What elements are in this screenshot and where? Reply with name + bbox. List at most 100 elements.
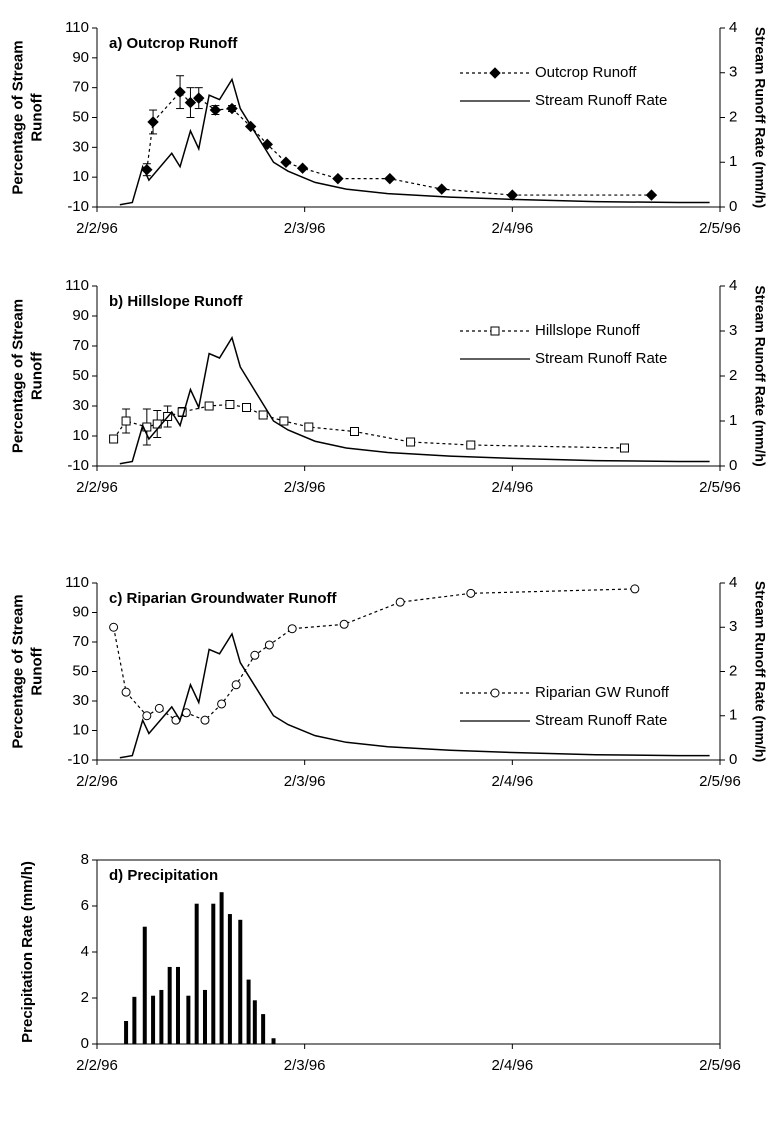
marker: [630, 584, 640, 594]
bar: [124, 1021, 129, 1044]
marker: [279, 416, 289, 426]
y-tick-label: 70: [72, 79, 89, 96]
marker: [193, 92, 205, 104]
y-axis-label: Runoff: [28, 92, 45, 141]
y2-tick-label: 2: [729, 367, 737, 384]
series-line: [119, 632, 710, 759]
y-tick-label: 30: [72, 397, 89, 414]
y2-axis-label: Stream Runoff Rate (mm/h): [752, 27, 768, 208]
y-tick-label: 0: [81, 1035, 89, 1052]
y-tick-label: 110: [65, 574, 89, 591]
y2-tick-label: 2: [729, 662, 737, 679]
y2-tick-label: 4: [729, 277, 737, 294]
marker: [204, 401, 214, 411]
marker: [466, 588, 476, 598]
marker: [121, 416, 131, 426]
marker: [490, 688, 500, 698]
x-tick-label: 2/2/96: [76, 479, 118, 496]
marker: [264, 640, 274, 650]
x-tick-label: 2/5/96: [699, 220, 741, 237]
bar: [252, 1000, 257, 1044]
panel-title: c) Riparian Groundwater Runoff: [109, 590, 338, 607]
y2-tick-label: 0: [729, 457, 737, 474]
y-axis-label: Percentage of Stream: [9, 299, 26, 453]
y-tick-label: -10: [67, 751, 89, 768]
y2-tick-label: 3: [729, 618, 737, 635]
y-tick-label: 10: [72, 427, 89, 444]
marker: [406, 437, 416, 447]
marker: [142, 711, 152, 721]
y-axis-label: Percentage of Stream: [9, 40, 26, 194]
marker: [174, 86, 186, 98]
marker: [395, 597, 405, 607]
y-axis-label: Runoff: [28, 351, 45, 400]
x-tick-label: 2/5/96: [699, 773, 741, 790]
legend-label: Riparian GW Runoff: [535, 684, 670, 701]
x-tick-label: 2/2/96: [76, 1057, 118, 1074]
y-tick-label: 90: [72, 603, 89, 620]
legend-label: Stream Runoff Rate: [535, 350, 667, 367]
y2-tick-label: 4: [729, 19, 737, 36]
y-tick-label: 90: [72, 307, 89, 324]
marker: [645, 189, 658, 201]
y2-tick-label: 1: [729, 707, 737, 724]
x-tick-label: 2/3/96: [284, 1057, 326, 1074]
marker: [436, 183, 448, 195]
marker: [242, 403, 252, 412]
panel-title: b) Hillslope Runoff: [109, 293, 243, 310]
marker: [332, 172, 344, 185]
y-tick-label: 10: [72, 168, 89, 185]
marker: [231, 680, 241, 690]
marker: [466, 440, 476, 450]
bar: [186, 995, 191, 1044]
marker: [339, 619, 349, 629]
y2-tick-label: 3: [729, 322, 737, 339]
x-tick-label: 2/3/96: [284, 479, 326, 496]
y-tick-label: 70: [72, 337, 89, 354]
bar: [202, 989, 207, 1044]
bar: [167, 966, 172, 1044]
bar: [175, 966, 180, 1044]
y-tick-label: -10: [67, 457, 89, 474]
marker: [490, 326, 500, 336]
marker: [287, 624, 297, 634]
y2-tick-label: 0: [729, 198, 737, 215]
y-tick-label: 50: [72, 367, 89, 384]
y2-tick-label: 0: [729, 751, 737, 768]
x-tick-label: 2/3/96: [284, 220, 326, 237]
y-tick-label: 110: [65, 277, 89, 294]
bar: [132, 996, 137, 1044]
y-tick-label: 110: [65, 19, 89, 36]
legend-label: Stream Runoff Rate: [535, 712, 667, 729]
marker: [109, 434, 119, 444]
marker: [121, 687, 131, 697]
bar: [211, 903, 216, 1044]
marker: [384, 172, 396, 185]
y-tick-label: 30: [72, 138, 89, 155]
x-tick-label: 2/4/96: [491, 773, 533, 790]
panel-title: a) Outcrop Runoff: [109, 35, 238, 52]
marker: [109, 622, 119, 632]
marker: [304, 422, 314, 432]
marker: [209, 104, 222, 116]
x-tick-label: 2/4/96: [491, 479, 533, 496]
series-line: [119, 335, 710, 465]
marker: [154, 703, 164, 713]
y-tick-label: 10: [72, 721, 89, 738]
y2-axis-label: Stream Runoff Rate (mm/h): [752, 285, 768, 466]
bar: [194, 903, 199, 1044]
marker: [619, 443, 629, 453]
y-tick-label: 2: [81, 989, 89, 1006]
bar: [227, 914, 232, 1044]
y-tick-label: 8: [81, 851, 89, 868]
y-tick-label: 70: [72, 633, 89, 650]
panel-title: d) Precipitation: [109, 867, 218, 884]
y2-tick-label: 3: [729, 64, 737, 81]
y-tick-label: 50: [72, 108, 89, 125]
marker: [250, 650, 260, 660]
y2-tick-label: 2: [729, 108, 737, 125]
y-axis-label: Precipitation Rate (mm/h): [19, 861, 36, 1043]
marker: [258, 410, 268, 420]
y-tick-label: 4: [81, 943, 89, 960]
x-tick-label: 2/5/96: [699, 479, 741, 496]
